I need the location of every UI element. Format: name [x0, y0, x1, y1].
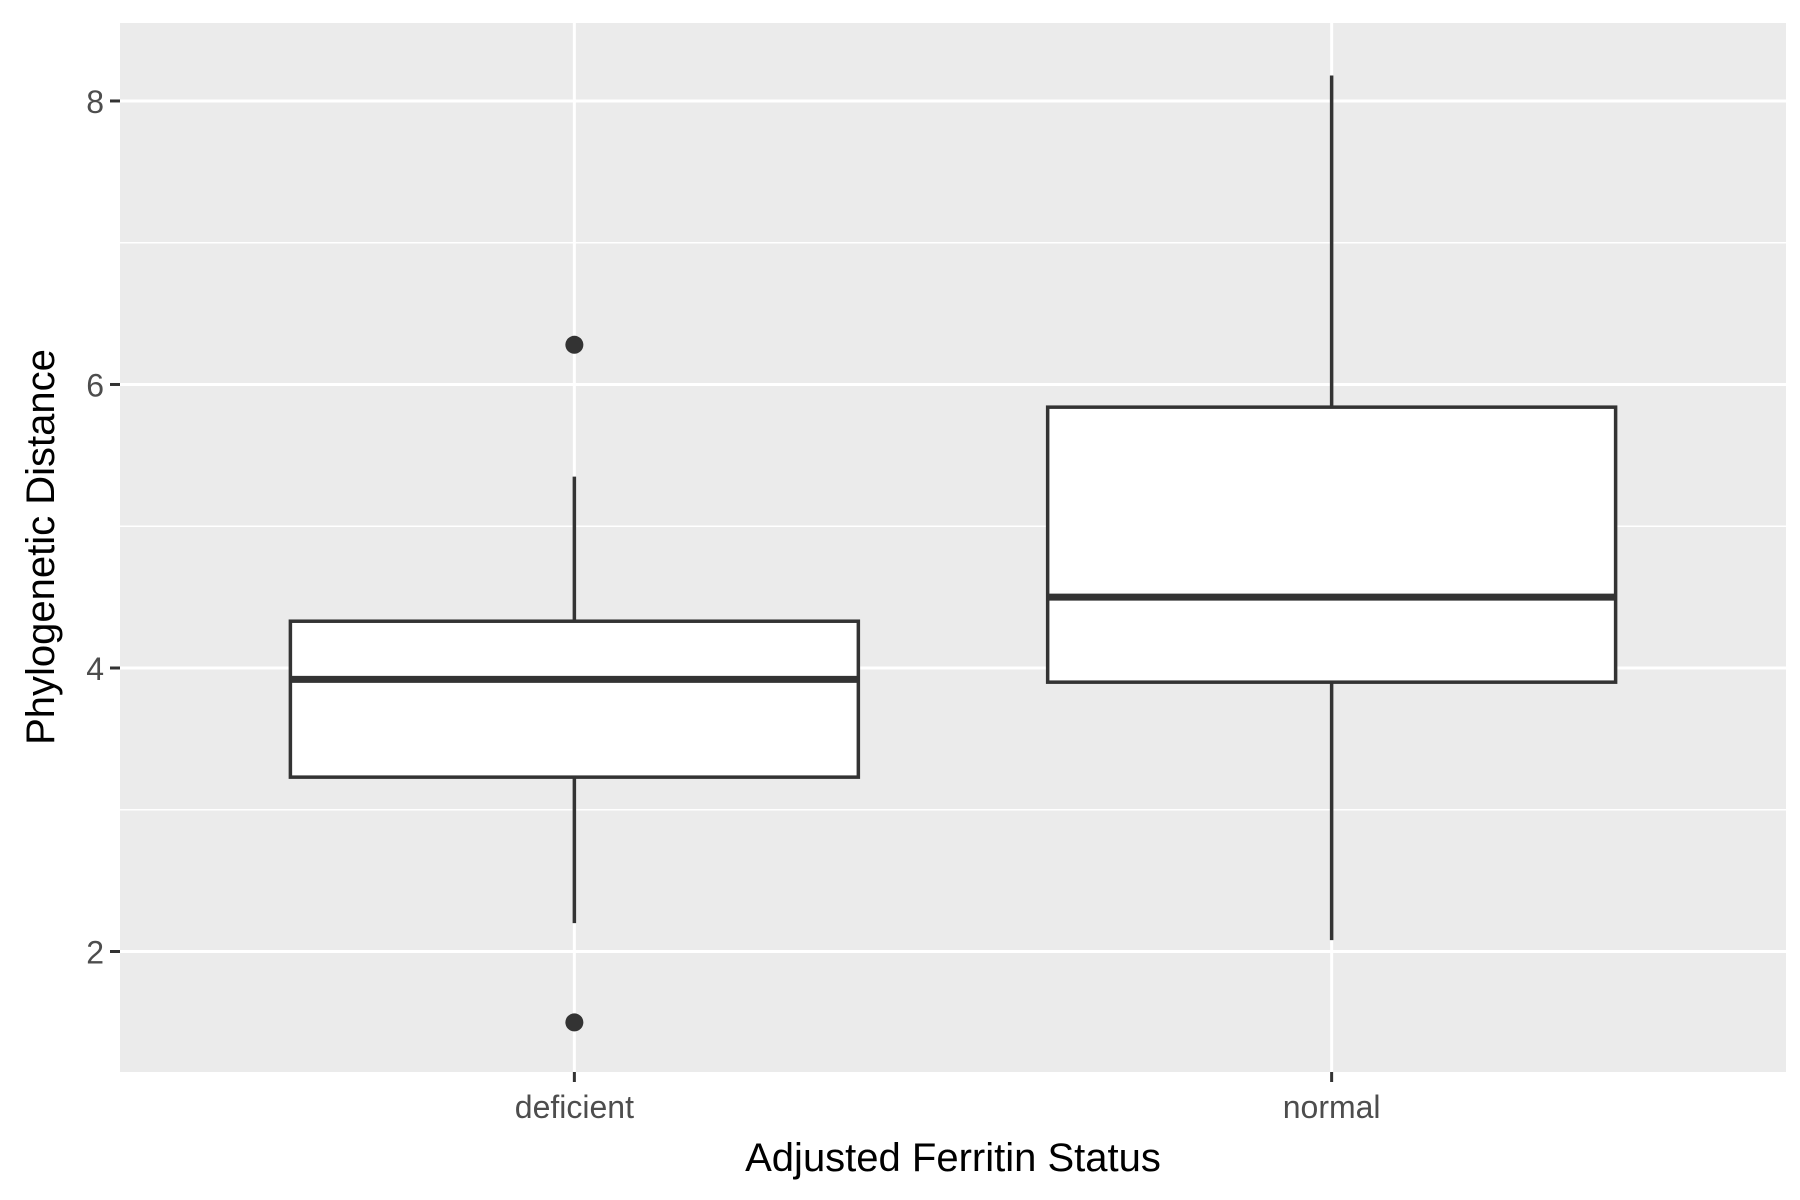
interquartile-box	[288, 619, 861, 779]
x-tick-label: deficient	[515, 1089, 634, 1125]
x-axis-title: Adjusted Ferritin Status	[745, 1136, 1161, 1180]
axis-ticks: 2 4 6 8 deficient normal	[86, 84, 1380, 1125]
y-axis-title: Phylogenetic Distance	[19, 349, 63, 745]
box-deficient	[288, 335, 861, 1032]
y-tick-label: 2	[86, 935, 104, 971]
interquartile-box	[1045, 405, 1618, 684]
box-normal	[1045, 75, 1618, 941]
y-tick-label: 8	[86, 84, 104, 120]
outlier-point	[565, 335, 584, 354]
boxes	[288, 75, 1618, 1032]
x-tick-label: normal	[1283, 1089, 1381, 1125]
y-tick-label: 4	[86, 651, 104, 687]
outlier-point	[565, 1013, 584, 1032]
y-tick-label: 6	[86, 367, 104, 403]
